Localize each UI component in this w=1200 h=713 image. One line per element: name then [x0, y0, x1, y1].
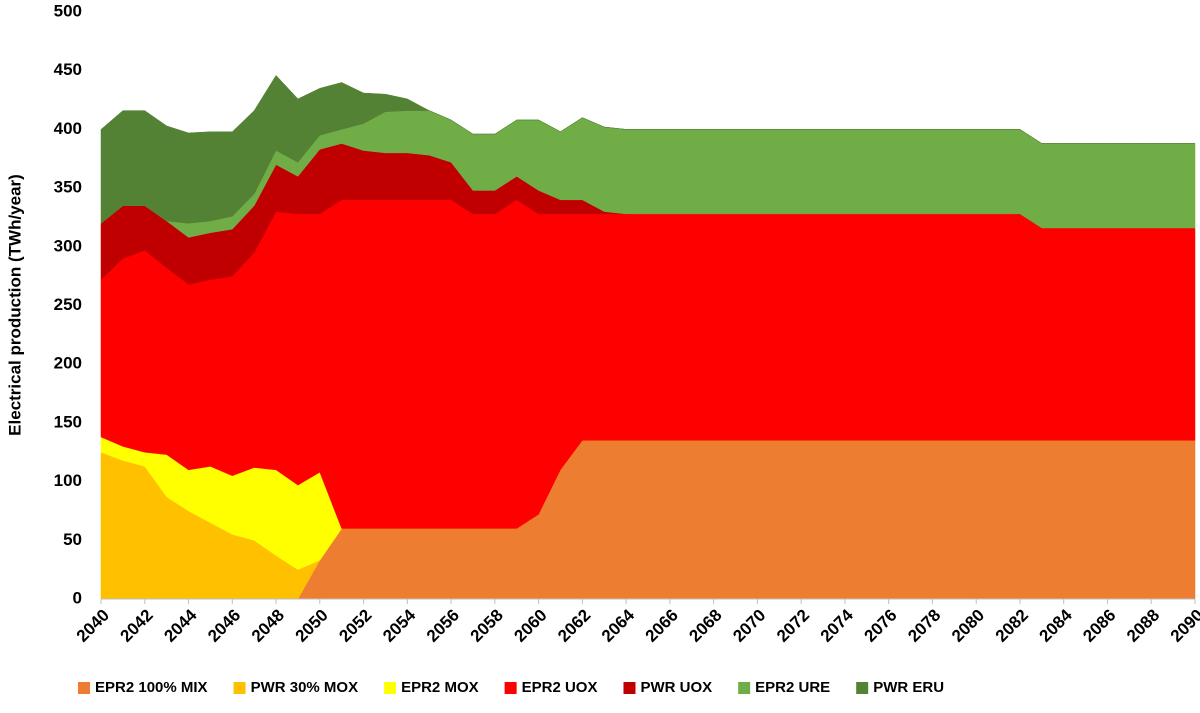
x-tick-label: 2082: [992, 606, 1032, 646]
legend-swatch: [504, 682, 517, 694]
x-tick-label: 2068: [685, 606, 725, 646]
legend-label: EPR2 UOX: [522, 679, 598, 696]
legend-label: PWR 30% MOX: [251, 679, 359, 696]
legend-item: EPR2 100% MIX: [78, 679, 208, 696]
y-tick-label: 400: [54, 119, 82, 138]
x-tick-label: 2040: [73, 606, 113, 646]
legend-swatch: [856, 682, 869, 694]
x-tick-label: 2066: [642, 606, 682, 646]
x-tick-label: 2052: [335, 606, 375, 646]
y-axis-label: Electrical production (TWh/year): [5, 174, 24, 436]
x-tick-label: 2072: [773, 606, 813, 646]
legend-swatch: [78, 682, 90, 694]
y-tick-label: 350: [54, 178, 82, 197]
legend-item: EPR2 URE: [738, 679, 830, 696]
y-tick-label: 300: [54, 236, 82, 255]
y-tick-label: 500: [54, 1, 82, 20]
legend-item: EPR2 MOX: [384, 679, 479, 696]
x-tick-label: 2042: [117, 606, 157, 646]
area: [100, 74, 1195, 224]
legend-label: EPR2 URE: [755, 679, 830, 696]
legend-label: EPR2 100% MIX: [95, 679, 208, 696]
y-tick-label: 50: [63, 530, 82, 549]
x-tick-label: 2084: [1036, 605, 1077, 646]
legend-item: PWR UOX: [623, 679, 712, 696]
legend-swatch: [384, 682, 397, 694]
legend-swatch: [738, 682, 751, 694]
x-tick-label: 2054: [379, 605, 420, 646]
x-tick-label: 2060: [510, 606, 550, 646]
x-tick-label: 2046: [204, 606, 244, 646]
x-tick-label: 2048: [248, 606, 288, 646]
legend-item: EPR2 UOX: [504, 679, 598, 696]
legend-swatch: [623, 682, 636, 694]
x-tick-label: 2056: [423, 606, 463, 646]
legend-label: PWR ERU: [873, 679, 944, 696]
legend-item: PWR ERU: [856, 679, 944, 696]
y-tick-label: 200: [54, 354, 82, 373]
x-tick-label: 2074: [817, 605, 858, 646]
x-tick-label: 2070: [729, 606, 769, 646]
y-tick-label: 0: [73, 588, 82, 607]
x-tick-label: 2044: [160, 605, 201, 646]
x-tick-label: 2080: [948, 606, 988, 646]
x-tick-label: 2088: [1123, 606, 1163, 646]
x-tick-label: 2064: [598, 605, 639, 646]
legend-label: EPR2 MOX: [401, 679, 479, 696]
x-tick-label: 2062: [554, 606, 594, 646]
x-tick-label: 2086: [1079, 606, 1119, 646]
legend-item: PWR 30% MOX: [233, 679, 359, 696]
x-tick-label: 2058: [467, 606, 507, 646]
x-tick-label: 2078: [904, 606, 944, 646]
y-tick-label: 150: [54, 412, 82, 431]
y-tick-label: 100: [54, 471, 82, 490]
y-tick-label: 250: [54, 295, 82, 314]
legend-label: PWR UOX: [640, 679, 712, 696]
x-tick-label: 2090: [1167, 606, 1200, 646]
x-tick-label: 2050: [292, 606, 332, 646]
legend-swatch: [233, 682, 246, 694]
x-tick-label: 2076: [860, 606, 900, 646]
y-tick-label: 450: [54, 60, 82, 79]
